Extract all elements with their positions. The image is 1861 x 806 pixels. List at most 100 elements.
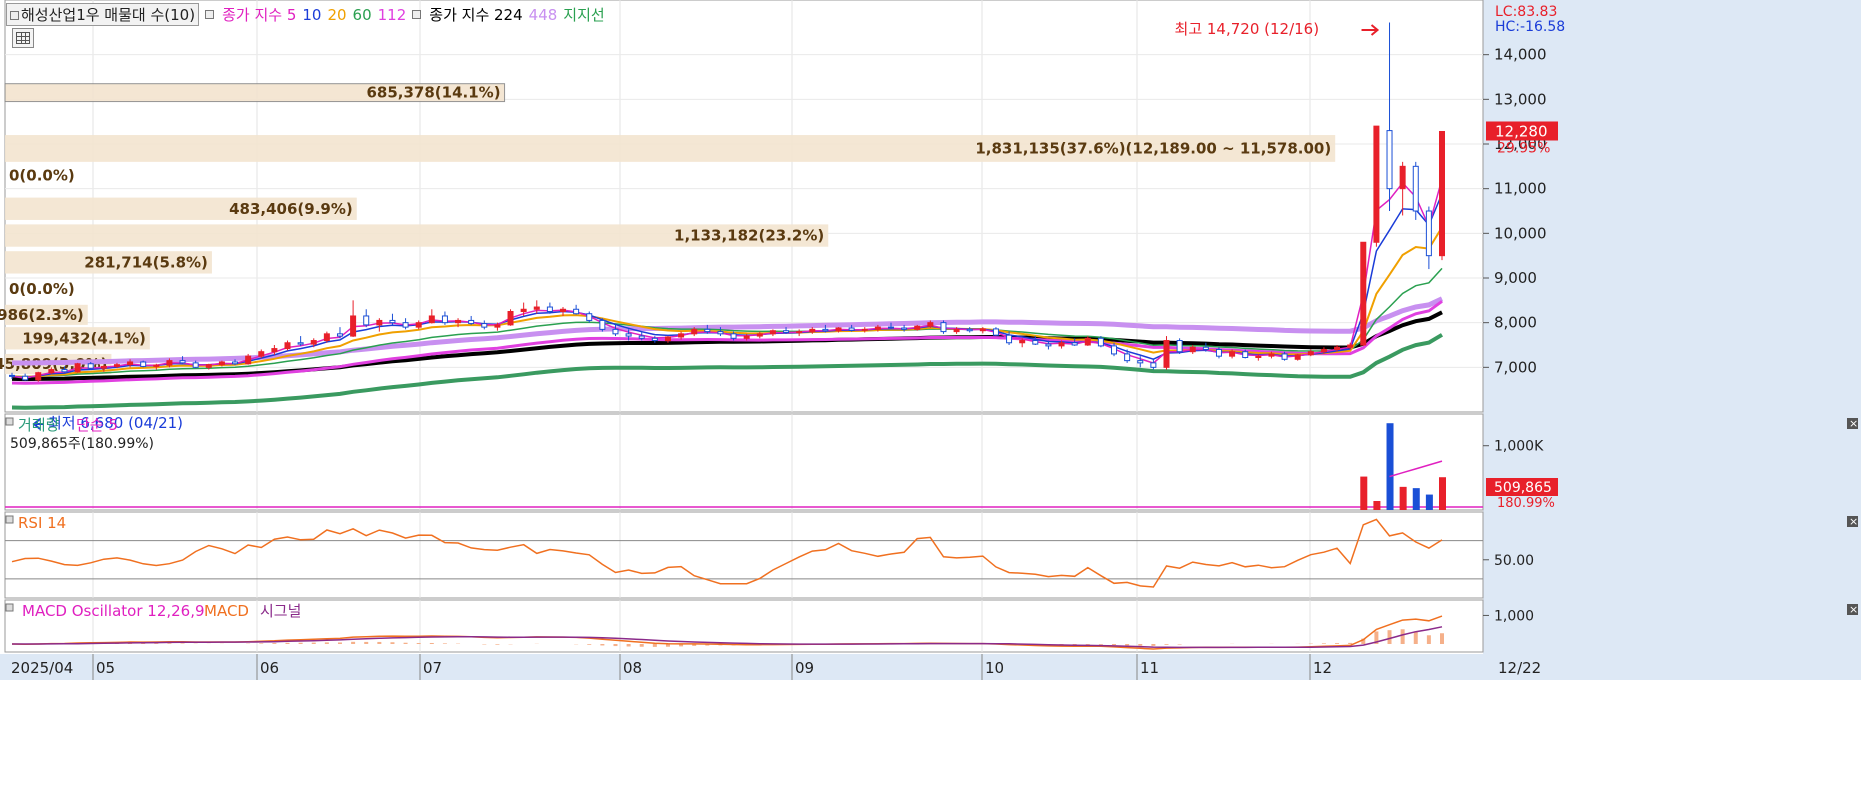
macd-oscillator-bar — [259, 643, 264, 644]
candle-body — [1307, 351, 1314, 356]
ma10-label: 10 — [302, 5, 322, 24]
candle-body — [730, 333, 737, 339]
candle-body — [74, 363, 81, 373]
candle-body — [1347, 344, 1354, 348]
volume-bar — [1439, 477, 1446, 510]
macd-oscillator-bar — [1348, 642, 1353, 644]
candle-body — [350, 315, 357, 337]
candle-body — [166, 360, 173, 366]
panel-close-icon[interactable] — [1847, 418, 1858, 429]
candle-body — [336, 333, 343, 337]
volume-bar — [1386, 423, 1394, 510]
y-tick-label: 11,000 — [1494, 180, 1547, 198]
macd-oscillator-bar — [364, 641, 369, 644]
panel-close-icon[interactable] — [1847, 516, 1858, 527]
macd-oscillator-bar — [272, 643, 277, 644]
macd-oscillator-bar — [679, 644, 684, 647]
current-price: 12,280 — [1495, 122, 1548, 140]
volume-profile-bar — [5, 327, 150, 350]
candle-body — [363, 315, 370, 326]
stock-label-box[interactable]: 해성산업1우 매물대 수(10) — [6, 3, 200, 26]
candle-body — [1242, 351, 1249, 359]
support-line — [11, 333, 1444, 410]
macd-oscillator-bar — [1151, 644, 1156, 646]
candle-body — [1320, 348, 1327, 353]
macd-oscillator-bar — [337, 642, 342, 644]
candle-body — [1255, 355, 1262, 359]
volume-title: 거래량 — [18, 416, 60, 434]
x-tick-label: 10 — [985, 659, 1004, 677]
ma60-line — [11, 267, 1443, 378]
macd-oscillator-bar — [1335, 643, 1340, 644]
candle-body — [717, 331, 724, 335]
candle-body — [389, 319, 396, 324]
volume-profile-label: 685,378(14.1%) — [366, 84, 500, 102]
volume-profile-label: 483,406(9.9%) — [229, 200, 353, 218]
macd-oscillator-bar — [1138, 644, 1143, 646]
candle-body — [1399, 165, 1406, 190]
candle-body — [87, 363, 94, 369]
macd-oscillator-bar — [1400, 629, 1405, 644]
macd-oscillator-bar — [429, 642, 434, 644]
candle-body — [22, 375, 29, 381]
time-axis-bg — [0, 654, 1861, 680]
candle-body — [1124, 353, 1131, 362]
volume-ma-tail — [1389, 460, 1443, 478]
macd-oscillator-bar — [692, 644, 697, 646]
candle-body — [179, 360, 186, 364]
volume-profile-label: 281,714(5.8%) — [84, 253, 208, 271]
candle-body — [835, 327, 842, 332]
candle-body — [809, 328, 816, 333]
volume-bar — [1373, 501, 1381, 510]
candle-body — [297, 342, 304, 345]
volume-ma-label: 단순 5 — [76, 416, 118, 434]
toggle-icon[interactable] — [10, 11, 19, 20]
macd-oscillator-bar — [311, 642, 316, 644]
candle-body — [743, 335, 750, 339]
candle-body — [651, 337, 658, 342]
candle-body — [1281, 353, 1288, 360]
volume-bar — [1425, 494, 1433, 510]
macd-oscillator-bar — [442, 643, 447, 644]
candle-body — [1084, 337, 1091, 346]
volume-current-pct: 180.99% — [1497, 496, 1555, 511]
macd-oscillator-bar — [1321, 643, 1326, 644]
candle-body — [1032, 340, 1039, 345]
candle-body — [822, 328, 829, 332]
x-tick-label: 12/22 — [1498, 659, 1541, 677]
macd-oscillator-bar — [167, 643, 172, 644]
macd-oscillator-bar — [1177, 644, 1182, 645]
y-tick-label: 14,000 — [1494, 46, 1547, 64]
candle-body — [245, 355, 252, 365]
candle-body — [533, 306, 540, 310]
candle-body — [1019, 340, 1026, 344]
candle-body — [992, 328, 999, 336]
current-change: 29.95% — [1497, 140, 1550, 156]
ma448-label: 448 — [528, 5, 558, 24]
candle-body — [1071, 342, 1078, 346]
candle-body — [901, 327, 908, 330]
ma20-label: 20 — [327, 5, 347, 24]
macd-title: MACD Oscillator 12,26,9 — [22, 602, 205, 620]
candle-body — [284, 342, 291, 350]
macd-oscillator-bar — [377, 641, 382, 644]
candle-body — [402, 322, 409, 328]
ma-toggle-icon[interactable] — [205, 10, 215, 19]
grid-tool-icon[interactable] — [12, 28, 34, 48]
candle-body — [1386, 130, 1393, 190]
candle-body — [887, 326, 894, 329]
x-tick-label: 07 — [423, 659, 442, 677]
ma60-label: 60 — [352, 5, 372, 24]
rsi-line — [11, 518, 1443, 588]
volume-bar — [1360, 476, 1368, 510]
ma112-label: 112 — [377, 5, 407, 24]
volume-profile-label: 1,831,135(37.6%)(12,189.00 ~ 11,578.00) — [975, 139, 1331, 157]
panel-close-icon[interactable] — [1847, 604, 1858, 615]
x-tick-label: 09 — [795, 659, 814, 677]
volume-profile-bar — [5, 251, 212, 274]
macd-oscillator-bar — [1112, 644, 1117, 646]
candle-body — [678, 333, 685, 338]
ma224-toggle-icon[interactable] — [412, 10, 422, 19]
candle-body — [218, 361, 225, 366]
